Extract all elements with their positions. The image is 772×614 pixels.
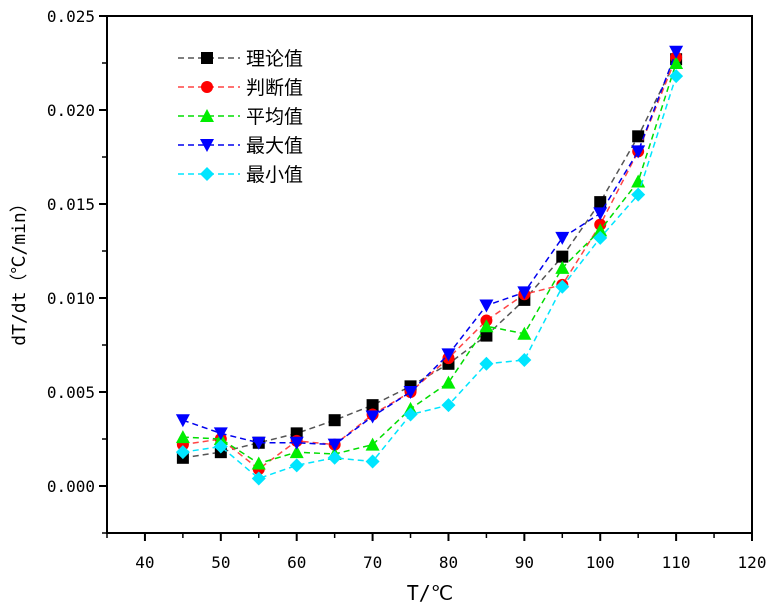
series-4 bbox=[175, 45, 684, 452]
data-point bbox=[593, 207, 608, 221]
x-tick-label: 70 bbox=[363, 553, 382, 572]
data-point bbox=[555, 231, 570, 245]
legend-label: 最小值 bbox=[246, 164, 303, 186]
data-point bbox=[366, 399, 379, 412]
data-point bbox=[289, 445, 304, 459]
data-point bbox=[289, 436, 304, 450]
data-point bbox=[403, 407, 418, 422]
legend-entry: 最大值 bbox=[178, 135, 303, 157]
x-tick-label: 60 bbox=[287, 553, 306, 572]
x-tick-label: 90 bbox=[515, 553, 534, 572]
series-line bbox=[182, 75, 677, 480]
legend-entry: 判断值 bbox=[178, 77, 303, 99]
data-point bbox=[365, 437, 380, 451]
legend-label: 判断值 bbox=[246, 77, 303, 99]
x-tick-label: 110 bbox=[662, 553, 691, 572]
legend-entry: 最小值 bbox=[178, 164, 303, 186]
data-point bbox=[669, 69, 684, 84]
data-point bbox=[555, 279, 570, 294]
data-point bbox=[593, 223, 608, 237]
x-tick-label: 100 bbox=[586, 553, 615, 572]
legend-label: 平均值 bbox=[246, 106, 303, 128]
y-tick-label: 0.005 bbox=[47, 383, 95, 402]
data-point bbox=[631, 187, 646, 202]
data-point bbox=[175, 445, 190, 460]
x-tick-label: 80 bbox=[439, 553, 458, 572]
series-line bbox=[182, 62, 677, 465]
data-point bbox=[631, 145, 646, 159]
data-point bbox=[669, 56, 684, 69]
data-point bbox=[289, 458, 304, 473]
legend-marker bbox=[201, 81, 213, 93]
series-3 bbox=[175, 56, 684, 470]
data-point bbox=[594, 196, 607, 209]
plot-area bbox=[175, 45, 684, 486]
data-point bbox=[593, 230, 608, 245]
data-point bbox=[251, 436, 266, 450]
data-point bbox=[555, 260, 570, 274]
y-tick-label: 0.000 bbox=[47, 477, 95, 496]
data-point bbox=[517, 286, 532, 300]
y-tick-label: 0.010 bbox=[47, 289, 95, 308]
series-line bbox=[182, 51, 677, 446]
legend-marker bbox=[201, 52, 213, 64]
data-point bbox=[441, 375, 456, 389]
legend-marker bbox=[200, 167, 214, 181]
data-point bbox=[365, 454, 380, 469]
y-tick-label: 0.020 bbox=[47, 101, 95, 120]
data-point bbox=[327, 450, 342, 465]
data-point bbox=[365, 410, 380, 424]
data-point bbox=[632, 130, 645, 143]
series-line bbox=[182, 57, 677, 471]
data-point bbox=[213, 427, 228, 441]
data-point bbox=[403, 386, 418, 399]
data-point bbox=[328, 414, 341, 427]
series-5 bbox=[175, 69, 684, 486]
data-point bbox=[327, 438, 342, 452]
legend-entry: 理论值 bbox=[178, 48, 303, 70]
data-point bbox=[175, 430, 190, 444]
y-tick-label: 0.025 bbox=[47, 7, 95, 26]
axes: 40 50 60 70 80 90 100 110 120 0.000 0.005 0.010 0.01… bbox=[47, 7, 767, 572]
plot-frame bbox=[106, 15, 753, 534]
data-point bbox=[213, 439, 228, 454]
data-point bbox=[480, 329, 493, 342]
x-tick-label: 120 bbox=[738, 553, 767, 572]
data-point bbox=[479, 299, 494, 313]
data-point bbox=[441, 398, 456, 413]
data-point bbox=[517, 326, 532, 340]
legend-marker bbox=[200, 139, 214, 152]
data-point bbox=[517, 353, 532, 368]
data-point bbox=[479, 319, 494, 333]
x-axis-label: T/℃ bbox=[407, 581, 454, 605]
data-point bbox=[175, 414, 190, 428]
legend-entry: 平均值 bbox=[178, 106, 303, 128]
data-point bbox=[669, 45, 684, 59]
data-point bbox=[479, 356, 494, 371]
data-point bbox=[251, 471, 266, 486]
x-tick-label: 40 bbox=[135, 553, 154, 572]
data-point bbox=[251, 456, 266, 470]
data-point bbox=[441, 348, 456, 362]
legend-label: 理论值 bbox=[246, 48, 303, 70]
legend-marker bbox=[200, 109, 214, 122]
y-axis-label: dT/dt（℃/min） bbox=[9, 194, 30, 346]
x-tick-label: 50 bbox=[211, 553, 230, 572]
data-point bbox=[556, 250, 569, 263]
y-tick-label: 0.015 bbox=[47, 195, 95, 214]
legend-label: 最大值 bbox=[246, 135, 303, 157]
